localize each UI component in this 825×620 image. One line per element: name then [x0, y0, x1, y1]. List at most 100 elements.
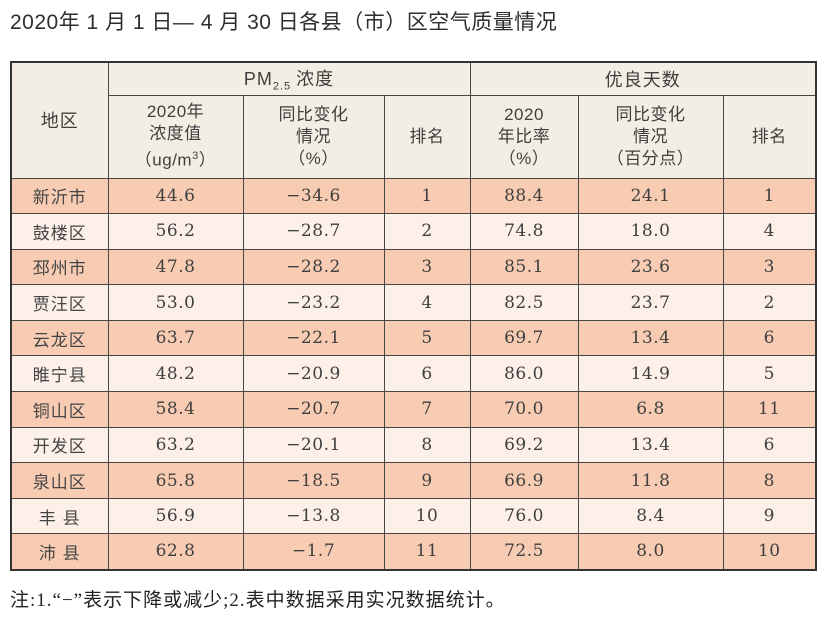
days-change-cell: 24.1 [577, 177, 724, 215]
days-ratio-cell: 69.7 [469, 319, 579, 357]
days-rank-cell: 3 [722, 248, 817, 286]
days-ratio-cell: 88.4 [469, 177, 579, 215]
days-change-cell: 13.4 [577, 319, 724, 357]
pm-rank-cell: 1 [383, 177, 471, 215]
pm-change-cell: −20.9 [242, 355, 385, 393]
days-change-cell: 8.0 [577, 533, 724, 571]
region-cell: 睢宁县 [10, 355, 109, 393]
pm-rank-cell: 3 [383, 248, 471, 286]
pm-change-cell: −22.1 [242, 319, 385, 357]
days-rank-cell: 10 [722, 533, 817, 571]
pm-rank-cell: 7 [383, 391, 471, 428]
days-ratio-header: 2020 年比率 （%） [469, 94, 579, 179]
table-header: 地区 PM2.5 浓度 优良天数 2020年 浓度值 （ug/m3） 同比变化 情… [10, 61, 817, 179]
days-change-cell: 23.6 [577, 248, 724, 286]
table-row: 鼓楼区 56.2 −28.7 2 74.8 18.0 4 [10, 213, 817, 250]
days-rank-cell: 2 [722, 284, 817, 321]
days-change-cell: 18.0 [577, 213, 724, 250]
pm-change-cell: −13.8 [242, 497, 385, 535]
days-group-header: 优良天数 [469, 61, 817, 96]
days-ratio-cell: 69.2 [469, 426, 579, 464]
region-cell: 新沂市 [10, 177, 109, 215]
table-row: 睢宁县 48.2 −20.9 6 86.0 14.9 5 [10, 355, 817, 393]
days-change-cell: 11.8 [577, 462, 724, 499]
group-header-row: 地区 PM2.5 浓度 优良天数 [10, 61, 817, 179]
region-cell: 泉山区 [10, 462, 109, 499]
region-cell: 鼓楼区 [10, 213, 109, 250]
pm-value-cell: 62.8 [107, 533, 244, 571]
days-change-cell: 13.4 [577, 426, 724, 464]
table-row: 邳州市 47.8 −28.2 3 85.1 23.6 3 [10, 248, 817, 286]
pm-value-cell: 48.2 [107, 355, 244, 393]
table-row: 丰 县 56.9 −13.8 10 76.0 8.4 9 [10, 497, 817, 535]
days-rank-cell: 1 [722, 177, 817, 215]
days-ratio-cell: 85.1 [469, 248, 579, 286]
days-change-cell: 6.8 [577, 391, 724, 428]
pm-change-cell: −34.6 [242, 177, 385, 215]
pm-rank-cell: 11 [383, 533, 471, 571]
days-change-cell: 8.4 [577, 497, 724, 535]
footnote: 注:1.“−”表示下降或减少;2.表中数据采用实况数据统计。 [10, 589, 506, 611]
days-rank-cell: 6 [722, 319, 817, 357]
days-ratio-cell: 74.8 [469, 213, 579, 250]
table-row: 泉山区 65.8 −18.5 9 66.9 11.8 8 [10, 462, 817, 499]
days-change-cell: 14.9 [577, 355, 724, 393]
pm-change-cell: −18.5 [242, 462, 385, 499]
table-body: 新沂市 44.6 −34.6 1 88.4 24.1 1 鼓楼区 56.2 −2… [10, 177, 817, 571]
region-cell: 云龙区 [10, 319, 109, 357]
days-change-cell: 23.7 [577, 284, 724, 321]
days-ratio-cell: 70.0 [469, 391, 579, 428]
pm-value-header: 2020年 浓度值 （ug/m3） [107, 94, 244, 179]
days-ratio-cell: 86.0 [469, 355, 579, 393]
pm-change-cell: −20.1 [242, 426, 385, 464]
pm-rank-cell: 10 [383, 497, 471, 535]
days-rank-cell: 8 [722, 462, 817, 499]
pm-value-cell: 65.8 [107, 462, 244, 499]
pm-rank-cell: 5 [383, 319, 471, 357]
region-cell: 开发区 [10, 426, 109, 464]
pm-value-cell: 53.0 [107, 284, 244, 321]
days-rank-cell: 9 [722, 497, 817, 535]
pm-change-cell: −28.2 [242, 248, 385, 286]
page-title: 2020年 1 月 1 日— 4 月 30 日各县（市）区空气质量情况 [10, 11, 558, 34]
pm-rank-cell: 6 [383, 355, 471, 393]
pm-value-cell: 44.6 [107, 177, 244, 215]
days-rank-cell: 4 [722, 213, 817, 250]
table-row: 云龙区 63.7 −22.1 5 69.7 13.4 6 [10, 319, 817, 357]
days-ratio-cell: 82.5 [469, 284, 579, 321]
pm-rank-header: 排名 [383, 94, 471, 179]
days-change-header: 同比变化 情况 （百分点） [577, 94, 724, 179]
pm-rank-cell: 2 [383, 213, 471, 250]
days-rank-cell: 11 [722, 391, 817, 428]
days-rank-header: 排名 [722, 94, 817, 179]
region-cell: 沛 县 [10, 533, 109, 571]
pm-value-cell: 47.8 [107, 248, 244, 286]
sub-header-row: 2020年 浓度值 （ug/m3） 同比变化 情况 （%） 排名 2020 年比… [11, 94, 817, 179]
days-ratio-cell: 72.5 [469, 533, 579, 571]
days-rank-cell: 5 [722, 355, 817, 393]
table-row: 铜山区 58.4 −20.7 7 70.0 6.8 11 [10, 391, 817, 428]
region-cell: 贾汪区 [10, 284, 109, 321]
pm-value-cell: 56.9 [107, 497, 244, 535]
days-rank-cell: 6 [722, 426, 817, 464]
days-ratio-cell: 76.0 [469, 497, 579, 535]
pm-rank-cell: 4 [383, 284, 471, 321]
pm-value-cell: 63.7 [107, 319, 244, 357]
table-row: 开发区 63.2 −20.1 8 69.2 13.4 6 [10, 426, 817, 464]
region-cell: 丰 县 [10, 497, 109, 535]
pm-value-cell: 58.4 [107, 391, 244, 428]
pm-change-cell: −1.7 [242, 533, 385, 571]
region-header: 地区 [10, 61, 109, 179]
table-row: 新沂市 44.6 −34.6 1 88.4 24.1 1 [10, 177, 817, 215]
pm-rank-cell: 8 [383, 426, 471, 464]
pm-value-cell: 56.2 [107, 213, 244, 250]
pm-value-cell: 63.2 [107, 426, 244, 464]
region-cell: 铜山区 [10, 391, 109, 428]
pm-change-cell: −20.7 [242, 391, 385, 428]
pm-change-cell: −28.7 [242, 213, 385, 250]
table-row: 沛 县 62.8 −1.7 11 72.5 8.0 10 [10, 533, 817, 571]
pm-change-header: 同比变化 情况 （%） [242, 94, 385, 179]
pm-group-header: PM2.5 浓度 [107, 61, 471, 96]
days-ratio-cell: 66.9 [469, 462, 579, 499]
air-quality-table: 地区 PM2.5 浓度 优良天数 2020年 浓度值 （ug/m3） 同比变化 情… [10, 61, 818, 571]
